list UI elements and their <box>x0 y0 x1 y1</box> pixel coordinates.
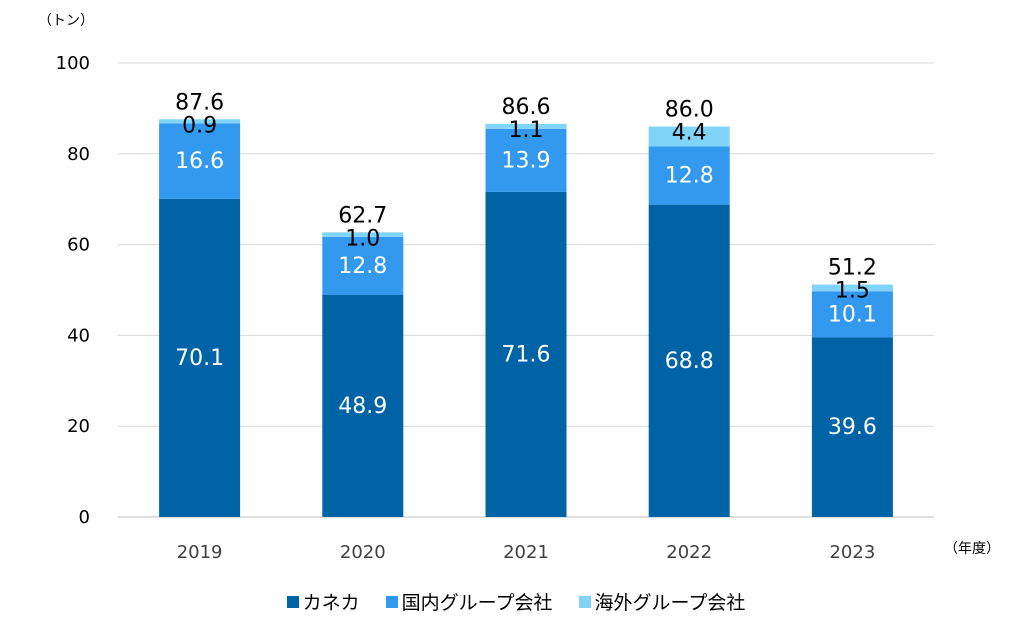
data-label: 10.1 <box>828 302 877 327</box>
y-tick-label: 60 <box>67 235 90 256</box>
total-label: 62.7 <box>338 203 387 228</box>
legend-swatch-domestic <box>385 595 398 608</box>
y-tick-label: 20 <box>67 416 90 437</box>
bar-segment <box>811 284 893 292</box>
data-label: 1.5 <box>835 279 870 304</box>
bar-segment <box>485 191 567 517</box>
bar-segment <box>322 294 404 517</box>
bar-segment <box>811 337 893 517</box>
bar-segment <box>322 236 404 295</box>
total-label: 51.2 <box>828 256 877 281</box>
legend-item-kaneka: カネカ <box>286 588 360 615</box>
x-tick-label: 2019 <box>177 542 223 563</box>
y-tick-label: 40 <box>67 325 90 346</box>
legend-label-overseas: 海外グループ会社 <box>594 592 746 614</box>
data-label: 39.6 <box>828 415 877 440</box>
bar-segment <box>485 128 567 192</box>
x-tick-label: 2023 <box>829 542 875 563</box>
legend-item-overseas: 海外グループ会社 <box>578 588 746 615</box>
bar-segment <box>159 119 241 124</box>
bar-segment <box>159 198 241 517</box>
legend-item-domestic: 国内グループ会社 <box>385 588 553 615</box>
plot-area: 0 20 40 60 80 100 70.1 16.6 0.987.6 2019 48.9 12.8 1… <box>56 53 934 563</box>
data-label: 71.6 <box>502 342 551 367</box>
bar-segment <box>322 232 404 237</box>
data-label: 68.8 <box>665 349 714 374</box>
data-label: 0.9 <box>182 113 217 138</box>
bar-segment <box>648 146 730 205</box>
data-label: 12.8 <box>338 254 387 279</box>
bar-segment <box>485 123 567 129</box>
data-label: 70.1 <box>175 346 224 371</box>
legend-swatch-overseas <box>578 595 591 608</box>
x-tick-label: 2021 <box>503 542 549 563</box>
legend-label-domestic: 国内グループ会社 <box>401 592 553 614</box>
legend-label-kaneka: カネカ <box>302 592 360 614</box>
data-label: 12.8 <box>665 164 714 189</box>
legend: カネカ 国内グループ会社 海外グループ会社 <box>0 588 1032 615</box>
legend-swatch-kaneka <box>286 595 299 608</box>
x-tick-label: 2022 <box>666 542 712 563</box>
y-axis-unit: （トン） <box>38 13 94 29</box>
total-label: 86.0 <box>665 98 714 123</box>
x-tick-label: 2020 <box>340 542 386 563</box>
y-tick-label: 0 <box>79 507 90 528</box>
bar-segment <box>811 291 893 338</box>
data-label: 16.6 <box>175 149 224 174</box>
data-label: 13.9 <box>502 148 551 173</box>
bar-segment <box>159 123 241 199</box>
total-label: 86.6 <box>502 95 551 120</box>
bar-segment <box>648 204 730 517</box>
y-tick-label: 80 <box>67 144 90 165</box>
data-label: 1.1 <box>509 118 544 143</box>
data-label: 4.4 <box>672 121 707 146</box>
y-tick-label: 100 <box>56 53 90 74</box>
data-label: 48.9 <box>338 394 387 419</box>
total-label: 87.6 <box>175 90 224 115</box>
data-label: 1.0 <box>345 226 380 251</box>
bar-segment <box>648 126 730 147</box>
x-axis-unit: （年度） <box>944 541 1000 557</box>
